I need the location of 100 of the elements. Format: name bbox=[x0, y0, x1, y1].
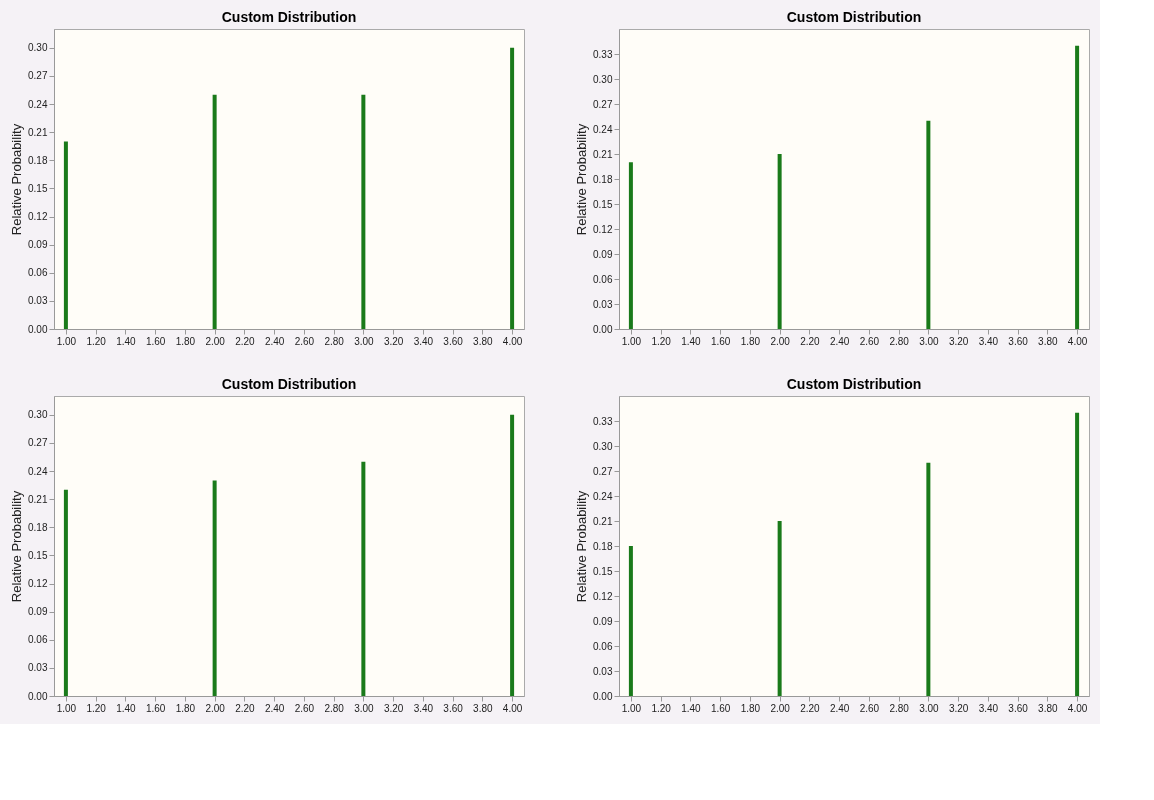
x-tick-label: 3.20 bbox=[948, 702, 969, 714]
y-tick-label: 0.09 bbox=[593, 248, 613, 260]
x-tick-label: 2.00 bbox=[205, 335, 226, 347]
x-tick-label: 1.40 bbox=[681, 335, 702, 347]
y-tick-label: 0.21 bbox=[28, 126, 48, 138]
x-tick-label: 2.20 bbox=[235, 335, 256, 347]
x-tick-label: 1.80 bbox=[175, 702, 196, 714]
y-tick-label: 0.30 bbox=[28, 409, 48, 421]
y-tick-label: 0.09 bbox=[28, 606, 48, 618]
y-tick-label: 0.00 bbox=[28, 690, 48, 702]
y-axis-title: Relative Probability bbox=[574, 490, 590, 603]
y-tick-label: 0.12 bbox=[593, 223, 613, 235]
x-tick-label: 2.40 bbox=[829, 702, 850, 714]
bar bbox=[361, 94, 366, 329]
bar bbox=[1075, 412, 1080, 696]
x-tick-label: 4.00 bbox=[502, 702, 523, 714]
chart-title: Custom Distribution bbox=[221, 376, 357, 392]
x-tick-label: 1.40 bbox=[116, 702, 137, 714]
y-axis-title: Relative Probability bbox=[9, 123, 25, 236]
x-tick-label: 1.60 bbox=[710, 702, 731, 714]
x-tick-label: 3.40 bbox=[978, 335, 999, 347]
y-tick-label: 0.03 bbox=[28, 295, 48, 307]
y-tick-label: 0.12 bbox=[28, 211, 48, 222]
y-tick-label: 0.03 bbox=[28, 662, 48, 674]
chart-title: Custom Distribution bbox=[786, 376, 922, 392]
y-tick-label: 0.33 bbox=[593, 415, 613, 427]
x-tick-label: 2.00 bbox=[770, 702, 791, 714]
y-tick-label: 0.24 bbox=[593, 490, 613, 502]
x-tick-label: 3.20 bbox=[948, 335, 969, 347]
x-tick-label: 2.80 bbox=[324, 702, 345, 714]
y-tick-label: 0.00 bbox=[593, 323, 613, 335]
bar bbox=[63, 141, 68, 329]
x-tick-label: 3.40 bbox=[413, 335, 434, 347]
y-tick-label: 0.24 bbox=[28, 465, 48, 477]
bar bbox=[212, 94, 217, 329]
y-tick-label: 0.21 bbox=[28, 493, 48, 505]
x-tick-label: 2.20 bbox=[800, 335, 821, 347]
y-tick-label: 0.09 bbox=[28, 239, 48, 251]
chart-title: Custom Distribution bbox=[786, 9, 922, 25]
x-tick-label: 2.80 bbox=[324, 335, 345, 347]
y-tick-label: 0.18 bbox=[593, 173, 613, 185]
y-tick-label: 0.27 bbox=[28, 70, 48, 82]
x-tick-label: 3.00 bbox=[354, 335, 375, 347]
y-tick-label: 0.30 bbox=[593, 73, 613, 85]
y-tick-label: 0.12 bbox=[593, 590, 613, 602]
y-tick-label: 0.06 bbox=[28, 634, 48, 646]
x-tick-label: 2.60 bbox=[294, 702, 315, 714]
x-tick-label: 1.60 bbox=[145, 702, 166, 714]
y-tick-label: 0.12 bbox=[28, 578, 48, 589]
x-tick-label: 3.60 bbox=[1008, 335, 1029, 347]
bar bbox=[926, 120, 931, 329]
y-tick-label: 0.15 bbox=[593, 565, 613, 577]
x-tick-label: 1.60 bbox=[145, 335, 166, 347]
chart-title: Custom Distribution bbox=[221, 9, 357, 25]
y-tick-label: 0.03 bbox=[593, 298, 613, 310]
x-tick-label: 3.80 bbox=[1038, 702, 1059, 714]
x-tick-label: 2.20 bbox=[235, 702, 256, 714]
y-tick-label: 0.00 bbox=[28, 323, 48, 335]
x-tick-label: 4.00 bbox=[1067, 335, 1088, 347]
x-tick-label: 1.80 bbox=[175, 335, 196, 347]
x-tick-label: 3.00 bbox=[919, 335, 940, 347]
y-tick-label: 0.27 bbox=[593, 98, 613, 110]
y-tick-label: 0.18 bbox=[28, 154, 48, 166]
bar bbox=[777, 154, 782, 329]
x-tick-label: 1.80 bbox=[740, 335, 761, 347]
x-tick-label: 2.80 bbox=[889, 702, 910, 714]
x-tick-label: 1.00 bbox=[621, 702, 642, 714]
bar bbox=[628, 546, 633, 696]
x-tick-label: 2.60 bbox=[859, 702, 880, 714]
x-tick-label: 3.00 bbox=[354, 702, 375, 714]
x-tick-label: 2.00 bbox=[205, 702, 226, 714]
y-axis-title: Relative Probability bbox=[574, 123, 590, 236]
y-tick-label: 0.27 bbox=[593, 465, 613, 477]
y-tick-label: 0.06 bbox=[28, 267, 48, 279]
bar bbox=[926, 462, 931, 696]
x-tick-label: 1.20 bbox=[651, 702, 672, 714]
x-tick-label: 3.80 bbox=[473, 335, 494, 347]
y-tick-label: 0.33 bbox=[593, 48, 613, 60]
y-tick-label: 0.15 bbox=[593, 198, 613, 210]
y-tick-label: 0.24 bbox=[28, 98, 48, 110]
y-tick-label: 0.18 bbox=[28, 521, 48, 533]
x-tick-label: 1.00 bbox=[621, 335, 642, 347]
x-tick-label: 2.40 bbox=[829, 335, 850, 347]
x-tick-label: 1.20 bbox=[86, 335, 107, 347]
y-tick-label: 0.30 bbox=[28, 42, 48, 54]
y-tick-label: 0.15 bbox=[28, 549, 48, 561]
x-tick-label: 2.40 bbox=[264, 335, 285, 347]
bar bbox=[1075, 45, 1080, 329]
x-tick-label: 1.20 bbox=[651, 335, 672, 347]
x-tick-label: 1.20 bbox=[86, 702, 107, 714]
x-tick-label: 3.40 bbox=[413, 702, 434, 714]
x-tick-label: 2.60 bbox=[294, 335, 315, 347]
x-tick-label: 3.00 bbox=[919, 702, 940, 714]
bar bbox=[63, 489, 68, 696]
x-tick-label: 2.20 bbox=[800, 702, 821, 714]
bar bbox=[510, 47, 515, 329]
y-tick-label: 0.06 bbox=[593, 273, 613, 285]
y-tick-label: 0.06 bbox=[593, 640, 613, 652]
y-tick-label: 0.18 bbox=[593, 540, 613, 552]
x-tick-label: 1.60 bbox=[710, 335, 731, 347]
